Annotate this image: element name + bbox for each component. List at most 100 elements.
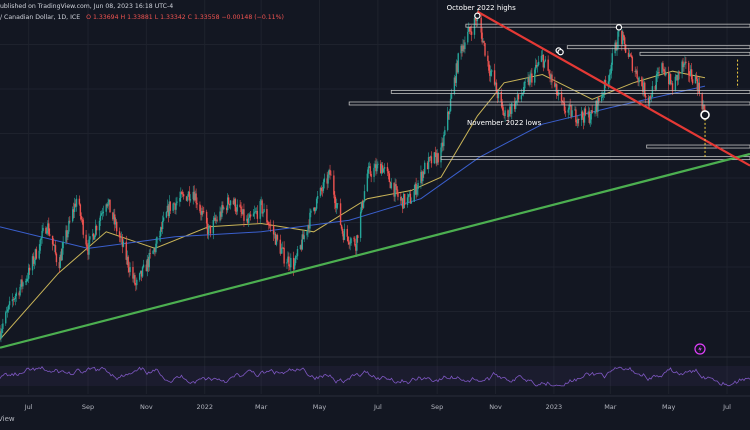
candle-body: [118, 231, 121, 238]
candle-body: [482, 40, 484, 43]
candle-body: [602, 93, 605, 95]
candle-body: [115, 221, 117, 225]
candle-body: [66, 230, 68, 238]
candle-body: [348, 242, 350, 245]
candle-body: [254, 211, 257, 213]
candle-body: [161, 220, 164, 230]
candle-body: [581, 111, 584, 118]
candle-body: [155, 243, 157, 253]
candle-body: [185, 196, 188, 201]
candle-body: [409, 193, 412, 204]
candle-body: [139, 270, 142, 274]
candle-body: [596, 100, 598, 113]
symbol-name[interactable]: / Canadian Dollar, 1D, ICE: [0, 14, 81, 21]
candle-body: [374, 164, 376, 168]
candle-body: [517, 94, 520, 100]
candle-body: [550, 74, 552, 79]
candle-body: [216, 219, 218, 221]
candle-body: [402, 193, 405, 209]
candle-body: [436, 153, 438, 164]
support-trendline: [0, 152, 750, 349]
price-level: [390, 89, 750, 94]
candle-body: [568, 104, 570, 110]
time-axis[interactable]: Jul Sep Nov 2022 Mar May Jul Sep Nov 2023 Mar May Ju…: [24, 403, 731, 411]
candle-body: [94, 225, 97, 236]
candle-body: [236, 204, 238, 212]
candle-body: [221, 205, 223, 217]
horizontal-levels[interactable]: [348, 23, 750, 161]
candle-body: [353, 238, 355, 239]
lightning-icon[interactable]: [694, 343, 706, 355]
candle-body: [140, 270, 143, 277]
candle-body: [509, 106, 511, 114]
candle-body: [93, 233, 95, 240]
candle-body: [375, 164, 377, 172]
candle-body: [229, 200, 232, 206]
time-axis-label: May: [662, 403, 676, 411]
candle-body: [219, 211, 221, 221]
candle-body: [136, 279, 138, 286]
candle-body: [147, 258, 149, 268]
candle-body: [180, 192, 182, 199]
candle-body: [294, 256, 297, 264]
alert-icon-group[interactable]: [694, 343, 706, 355]
candle-body: [126, 256, 128, 260]
candle-body: [336, 203, 339, 205]
candle-body: [72, 209, 74, 222]
candle-body: [249, 214, 252, 217]
candle-body: [125, 241, 127, 260]
time-axis-label: Jul: [24, 403, 33, 411]
candle-body: [510, 106, 512, 114]
candle-body: [681, 61, 683, 74]
candle-body: [307, 225, 309, 232]
candle-body: [199, 204, 201, 212]
candle-body: [59, 254, 61, 269]
candle-body: [483, 40, 485, 44]
candle-body: [696, 79, 699, 91]
candle-body: [12, 299, 15, 300]
candle-body: [78, 198, 81, 205]
candle-body: [301, 234, 303, 250]
candle-body: [691, 79, 694, 84]
candle-body: [366, 173, 369, 192]
candle-body: [574, 109, 576, 111]
candle-body: [302, 234, 304, 240]
candle-body: [347, 236, 349, 243]
time-axis-label: Jul: [722, 403, 731, 411]
candle-body: [41, 230, 43, 238]
candle-body: [240, 207, 242, 213]
candle-body: [394, 184, 396, 197]
candle-body: [560, 92, 563, 101]
symbol-legend[interactable]: / Canadian Dollar, 1D, ICE O 1.33694 H 1…: [0, 12, 750, 24]
candle-body: [563, 102, 566, 111]
candle-body: [455, 63, 458, 83]
candle-body: [274, 233, 277, 245]
candle-body: [603, 80, 606, 94]
time-axis-label: Mar: [255, 403, 268, 411]
oscillator-line: [0, 366, 750, 387]
candle-body: [52, 244, 55, 246]
candle-body: [641, 77, 643, 86]
candle-body: [243, 209, 245, 221]
candle-body: [308, 225, 310, 229]
candle-body: [627, 52, 630, 57]
candle-body: [106, 204, 108, 207]
candle-body: [5, 312, 7, 324]
candle-body: [27, 267, 30, 279]
candle-body: [289, 266, 291, 268]
candle-body: [701, 93, 703, 110]
candle-body: [535, 64, 537, 70]
candle-body: [702, 105, 704, 110]
candle-body: [355, 245, 357, 251]
candle-body: [46, 230, 48, 234]
candle-body: [582, 117, 585, 123]
candle-body: [142, 264, 145, 268]
trendlines[interactable]: [0, 10, 750, 349]
candle-body: [571, 110, 573, 117]
candle-body: [567, 109, 569, 113]
candle-body: [26, 278, 28, 282]
candle-body: [589, 119, 591, 123]
candle-body: [220, 211, 222, 217]
